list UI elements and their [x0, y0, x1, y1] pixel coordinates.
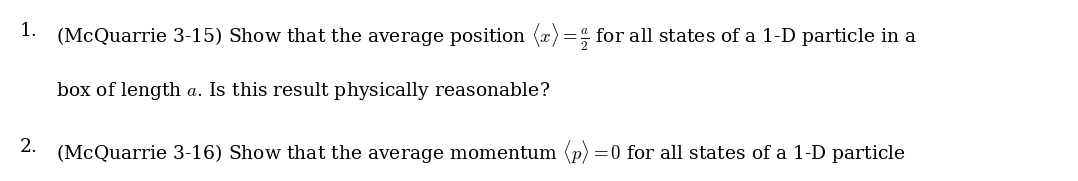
Text: box of length $a$. Is this result physically reasonable?: box of length $a$. Is this result physic…	[56, 80, 550, 102]
Text: (McQuarrie 3-16) Show that the average momentum $\langle p\rangle = 0$ for all s: (McQuarrie 3-16) Show that the average m…	[56, 138, 906, 166]
Text: 1.: 1.	[19, 22, 37, 40]
Text: 2.: 2.	[19, 138, 38, 155]
Text: (McQuarrie 3-15) Show that the average position $\langle x\rangle = \frac{a}{2}$: (McQuarrie 3-15) Show that the average p…	[56, 22, 917, 53]
